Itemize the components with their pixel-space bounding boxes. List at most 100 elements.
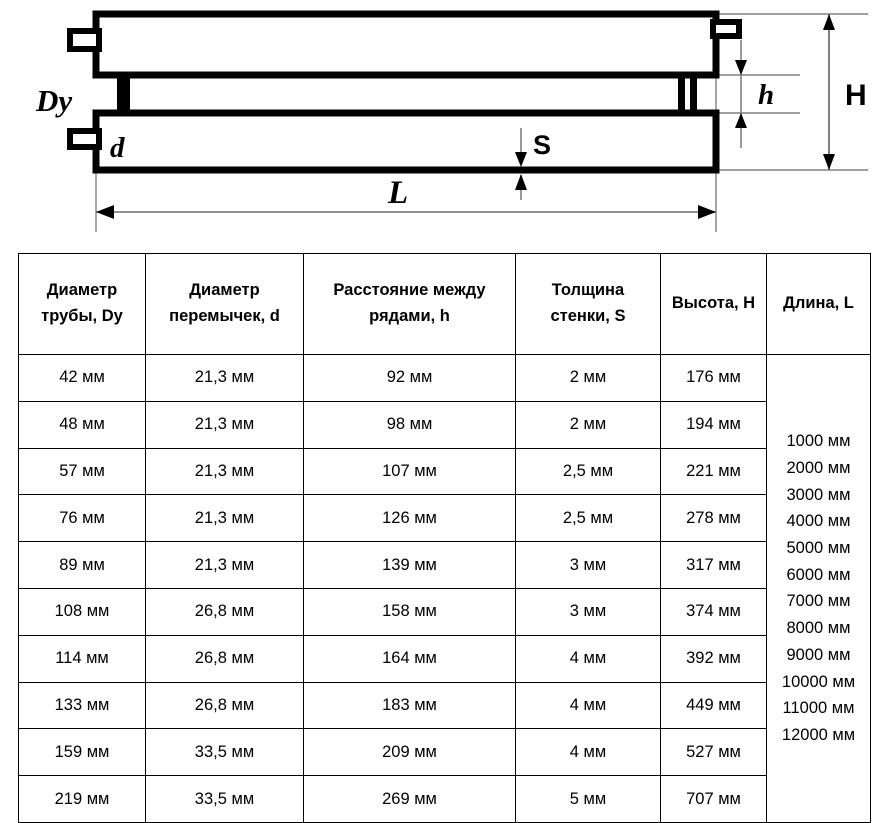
drawing-svg: H h S L Dy bbox=[35, 10, 868, 232]
cell-diameter-bridge: 21,3 мм bbox=[145, 541, 304, 589]
cell-height: 449 мм bbox=[660, 681, 767, 730]
header-line-1: Толщина bbox=[551, 281, 625, 300]
header-row-spacing: Расстояние между рядами, h bbox=[303, 253, 516, 355]
header-line-2: трубы, Dy bbox=[41, 307, 123, 325]
cell-wall-thickness: 4 мм bbox=[515, 728, 661, 777]
header-line-2: рядами, h bbox=[369, 307, 450, 325]
label-Dy: Dy bbox=[35, 83, 72, 118]
cell-diameter-bridge: 33,5 мм bbox=[145, 728, 304, 777]
cell-height: 707 мм bbox=[660, 775, 767, 823]
length-value: 6000 мм bbox=[786, 565, 851, 584]
cell-row-spacing: 164 мм bbox=[303, 634, 516, 683]
cell-diameter-pipe: 89 мм bbox=[18, 541, 146, 589]
dimension-h bbox=[735, 40, 747, 148]
top-right-nozzle bbox=[710, 19, 742, 39]
table-row: 114 мм 26,8 мм 164 мм 4 мм 392 мм bbox=[18, 634, 871, 683]
top-left-nozzle bbox=[67, 28, 102, 52]
length-value: 9000 мм bbox=[786, 645, 851, 664]
header-line-1: Длина, L bbox=[783, 294, 854, 313]
cell-diameter-bridge: 21,3 мм bbox=[145, 354, 304, 402]
cell-diameter-bridge: 26,8 мм bbox=[145, 634, 304, 683]
cell-wall-thickness: 5 мм bbox=[515, 775, 661, 823]
cell-row-spacing: 92 мм bbox=[303, 354, 516, 402]
header-line-1: Диаметр bbox=[189, 281, 260, 300]
length-value: 4000 мм bbox=[786, 512, 851, 531]
bottom-pipe bbox=[92, 109, 720, 174]
table-row: 89 мм 21,3 мм 139 мм 3 мм 317 мм bbox=[18, 541, 871, 589]
length-value: 10000 мм bbox=[781, 672, 856, 691]
length-value: 1000 мм bbox=[786, 432, 851, 451]
header-height: Высота, H bbox=[660, 253, 767, 355]
cell-diameter-bridge: 26,8 мм bbox=[145, 587, 304, 636]
dimension-H bbox=[823, 14, 835, 170]
table-row: 133 мм 26,8 мм 183 мм 4 мм 449 мм bbox=[18, 681, 871, 730]
table-row: 57 мм 21,3 мм 107 мм 2,5 мм 221 мм bbox=[18, 447, 871, 496]
length-value: 12000 мм bbox=[781, 726, 856, 745]
cell-diameter-pipe: 108 мм bbox=[18, 587, 146, 636]
cell-wall-thickness: 2 мм bbox=[515, 400, 661, 449]
cell-wall-thickness: 2 мм bbox=[515, 354, 661, 402]
cell-diameter-pipe: 42 мм bbox=[18, 354, 146, 402]
header-line-1: Диаметр bbox=[46, 281, 118, 300]
length-value: 5000 мм bbox=[786, 539, 851, 558]
spec-table-container: Диаметр трубы, Dy Диаметр перемычек, d Р… bbox=[18, 253, 871, 823]
table-head: Диаметр трубы, Dy Диаметр перемычек, d Р… bbox=[18, 253, 871, 355]
header-diameter-bridge: Диаметр перемычек, d bbox=[145, 253, 304, 355]
length-value: 2000 мм bbox=[786, 458, 851, 477]
cell-diameter-bridge: 21,3 мм bbox=[145, 447, 304, 496]
cell-diameter-pipe: 57 мм bbox=[18, 447, 146, 496]
label-L: L bbox=[387, 175, 408, 211]
cell-diameter-bridge: 21,3 мм bbox=[145, 400, 304, 449]
cell-wall-thickness: 2,5 мм bbox=[515, 447, 661, 496]
header-line-1: Расстояние между bbox=[333, 281, 486, 300]
cell-height: 374 мм bbox=[660, 587, 767, 636]
cell-height: 194 мм bbox=[660, 400, 767, 449]
table-row: 42 мм 21,3 мм 92 мм 2 мм 176 мм 1000 мм 2000 м… bbox=[18, 354, 871, 823]
table-row: 219 мм 33,5 мм 269 мм 5 мм 707 мм bbox=[18, 775, 871, 823]
cell-row-spacing: 126 мм bbox=[303, 494, 516, 543]
cell-length-merged: 1000 мм 2000 мм 3000 мм 4000 мм 5000 мм 6000 … bbox=[766, 354, 871, 823]
cell-height: 221 мм bbox=[660, 447, 767, 496]
cell-row-spacing: 269 мм bbox=[303, 775, 516, 823]
table-body: 42 мм 21,3 мм 92 мм 2 мм 176 мм 1000 мм 2000 м… bbox=[18, 354, 871, 823]
cell-row-spacing: 158 мм bbox=[303, 587, 516, 636]
length-value: 8000 мм bbox=[786, 619, 851, 638]
pipe-spec-table: Диаметр трубы, Dy Диаметр перемычек, d Р… bbox=[18, 253, 871, 823]
length-value: 11000 мм bbox=[782, 699, 855, 718]
cell-diameter-bridge: 33,5 мм bbox=[145, 775, 304, 823]
dimension-S bbox=[515, 128, 527, 200]
cell-diameter-pipe: 159 мм bbox=[18, 728, 146, 777]
header-wall-thickness: Толщина стенки, S bbox=[515, 253, 661, 355]
technical-drawing: H h S L Dy bbox=[0, 0, 888, 240]
dimension-L bbox=[96, 205, 716, 219]
header-line-2: стенки, S bbox=[550, 307, 626, 325]
cell-diameter-pipe: 114 мм bbox=[18, 634, 146, 683]
table-row: 48 мм 21,3 мм 98 мм 2 мм 194 мм bbox=[18, 400, 871, 449]
top-pipe bbox=[92, 10, 720, 79]
bottom-left-nozzle bbox=[67, 128, 102, 150]
table-row: 159 мм 33,5 мм 209 мм 4 мм 527 мм bbox=[18, 728, 871, 777]
cell-height: 527 мм bbox=[660, 728, 767, 777]
cell-wall-thickness: 4 мм bbox=[515, 634, 661, 683]
table-row: 108 мм 26,8 мм 158 мм 3 мм 374 мм bbox=[18, 587, 871, 636]
cell-diameter-pipe: 219 мм bbox=[18, 775, 146, 823]
label-H: H bbox=[845, 79, 867, 112]
cell-diameter-pipe: 76 мм bbox=[18, 494, 146, 543]
header-length: Длина, L bbox=[766, 253, 871, 355]
length-value-list: 1000 мм 2000 мм 3000 мм 4000 мм 5000 мм 6000 … bbox=[767, 355, 870, 822]
length-value: 7000 мм bbox=[786, 592, 851, 611]
cell-wall-thickness: 4 мм bbox=[515, 681, 661, 730]
cell-diameter-bridge: 21,3 мм bbox=[145, 494, 304, 543]
cell-height: 392 мм bbox=[660, 634, 767, 683]
length-value: 3000 мм bbox=[786, 485, 851, 504]
label-d: d bbox=[110, 132, 125, 164]
cell-height: 176 мм bbox=[660, 354, 767, 402]
left-bridge-connector bbox=[117, 75, 130, 113]
header-line-2: перемычек, d bbox=[169, 307, 280, 325]
table-row: 76 мм 21,3 мм 126 мм 2,5 мм 278 мм bbox=[18, 494, 871, 543]
cell-row-spacing: 183 мм bbox=[303, 681, 516, 730]
label-S: S bbox=[533, 130, 551, 160]
header-row: Диаметр трубы, Dy Диаметр перемычек, d Р… bbox=[18, 253, 871, 355]
cell-row-spacing: 209 мм bbox=[303, 728, 516, 777]
